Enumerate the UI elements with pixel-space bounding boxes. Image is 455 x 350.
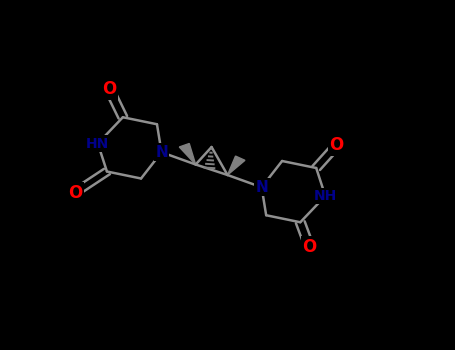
Text: HN: HN	[86, 136, 110, 150]
Text: NH: NH	[313, 189, 337, 203]
Polygon shape	[228, 156, 245, 175]
Text: N: N	[155, 145, 168, 160]
Text: N: N	[255, 180, 268, 195]
Text: O: O	[302, 238, 317, 256]
Text: O: O	[329, 136, 344, 154]
Text: O: O	[68, 183, 82, 202]
Text: O: O	[102, 80, 116, 98]
Polygon shape	[179, 144, 196, 164]
